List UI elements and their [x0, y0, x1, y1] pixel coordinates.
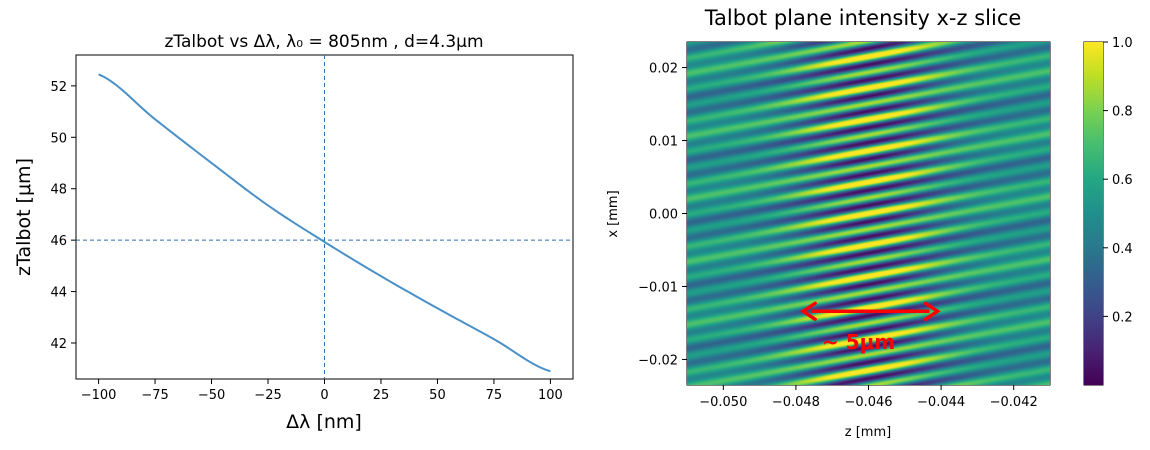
left-reference-lines: [76, 55, 573, 379]
y-tick-label: −0.01: [638, 280, 678, 295]
x-tick-label: 50: [429, 388, 446, 403]
annotation-label: ~ 5μm: [822, 330, 896, 354]
x-tick-label: −25: [254, 388, 281, 403]
y-tick-label: 50: [50, 131, 67, 146]
colorbar: [1084, 42, 1103, 385]
x-tick-label: −0.042: [990, 395, 1038, 410]
colorbar-tick-label: 1.0: [1112, 36, 1133, 51]
right-chart-title: Talbot plane intensity x-z slice: [704, 6, 1022, 30]
x-tick-label: 0: [320, 388, 328, 403]
left-y-ticks: 42 44 46 48 50 52: [50, 80, 76, 352]
right-x-axis-label: z [mm]: [845, 425, 891, 440]
left-series: [98, 73, 551, 373]
x-tick-label: −50: [198, 388, 225, 403]
y-tick-label: 0.02: [649, 62, 678, 77]
left-x-axis-label: Δλ [nm]: [286, 411, 362, 433]
x-tick-label: −0.044: [917, 395, 965, 410]
y-tick-label: 42: [50, 337, 67, 352]
x-tick-label: −0.046: [844, 395, 892, 410]
right-y-ticks: −0.02 −0.01 0.00 0.01 0.02: [638, 62, 687, 368]
colorbar-tick-label: 0.6: [1112, 173, 1133, 188]
colorbar-tick-label: 0.4: [1112, 242, 1133, 257]
x-tick-label: 75: [486, 388, 503, 403]
heatmap-chart: −0.050 −0.048 −0.046 −0.044 −0.042 −0.02−0.0…: [606, 36, 1133, 440]
colorbar-ticks: 0.2 0.4 0.6 0.8 1.0: [1103, 36, 1133, 325]
colorbar-tick-label: 0.8: [1112, 105, 1133, 120]
x-tick-label: −0.050: [699, 395, 747, 410]
x-tick-label: −0.048: [772, 395, 820, 410]
right-y-axis-label: x [mm]: [606, 190, 621, 237]
x-tick-label: 100: [538, 388, 563, 403]
x-tick-label: −75: [141, 388, 168, 403]
y-tick-label: 0.01: [649, 135, 678, 150]
colorbar-tick-label: 0.2: [1112, 310, 1133, 325]
line-chart: zTalbot vs Δλ, λ₀ = 805nm , d=4.3μm −100…: [13, 32, 574, 433]
x-tick-label: −100: [81, 388, 117, 403]
left-chart-title: zTalbot vs Δλ, λ₀ = 805nm , d=4.3μm: [164, 32, 483, 52]
y-tick-label: 46: [50, 234, 67, 249]
y-tick-label: 52: [50, 80, 67, 95]
left-y-axis-label: zTalbot [μm]: [13, 158, 35, 276]
y-tick-label: −0.02: [638, 353, 678, 368]
right-x-ticks: −0.050 −0.048 −0.046 −0.044 −0.042: [699, 385, 1038, 410]
heatmap-image: [687, 42, 1050, 385]
y-tick-label: 44: [50, 286, 67, 301]
left-x-ticks: −100 −75 −50 −25 0 25 50 75 100: [81, 379, 563, 403]
x-tick-label: 25: [373, 388, 390, 403]
y-tick-label: 0.00: [649, 208, 678, 223]
y-tick-label: 48: [50, 183, 67, 198]
